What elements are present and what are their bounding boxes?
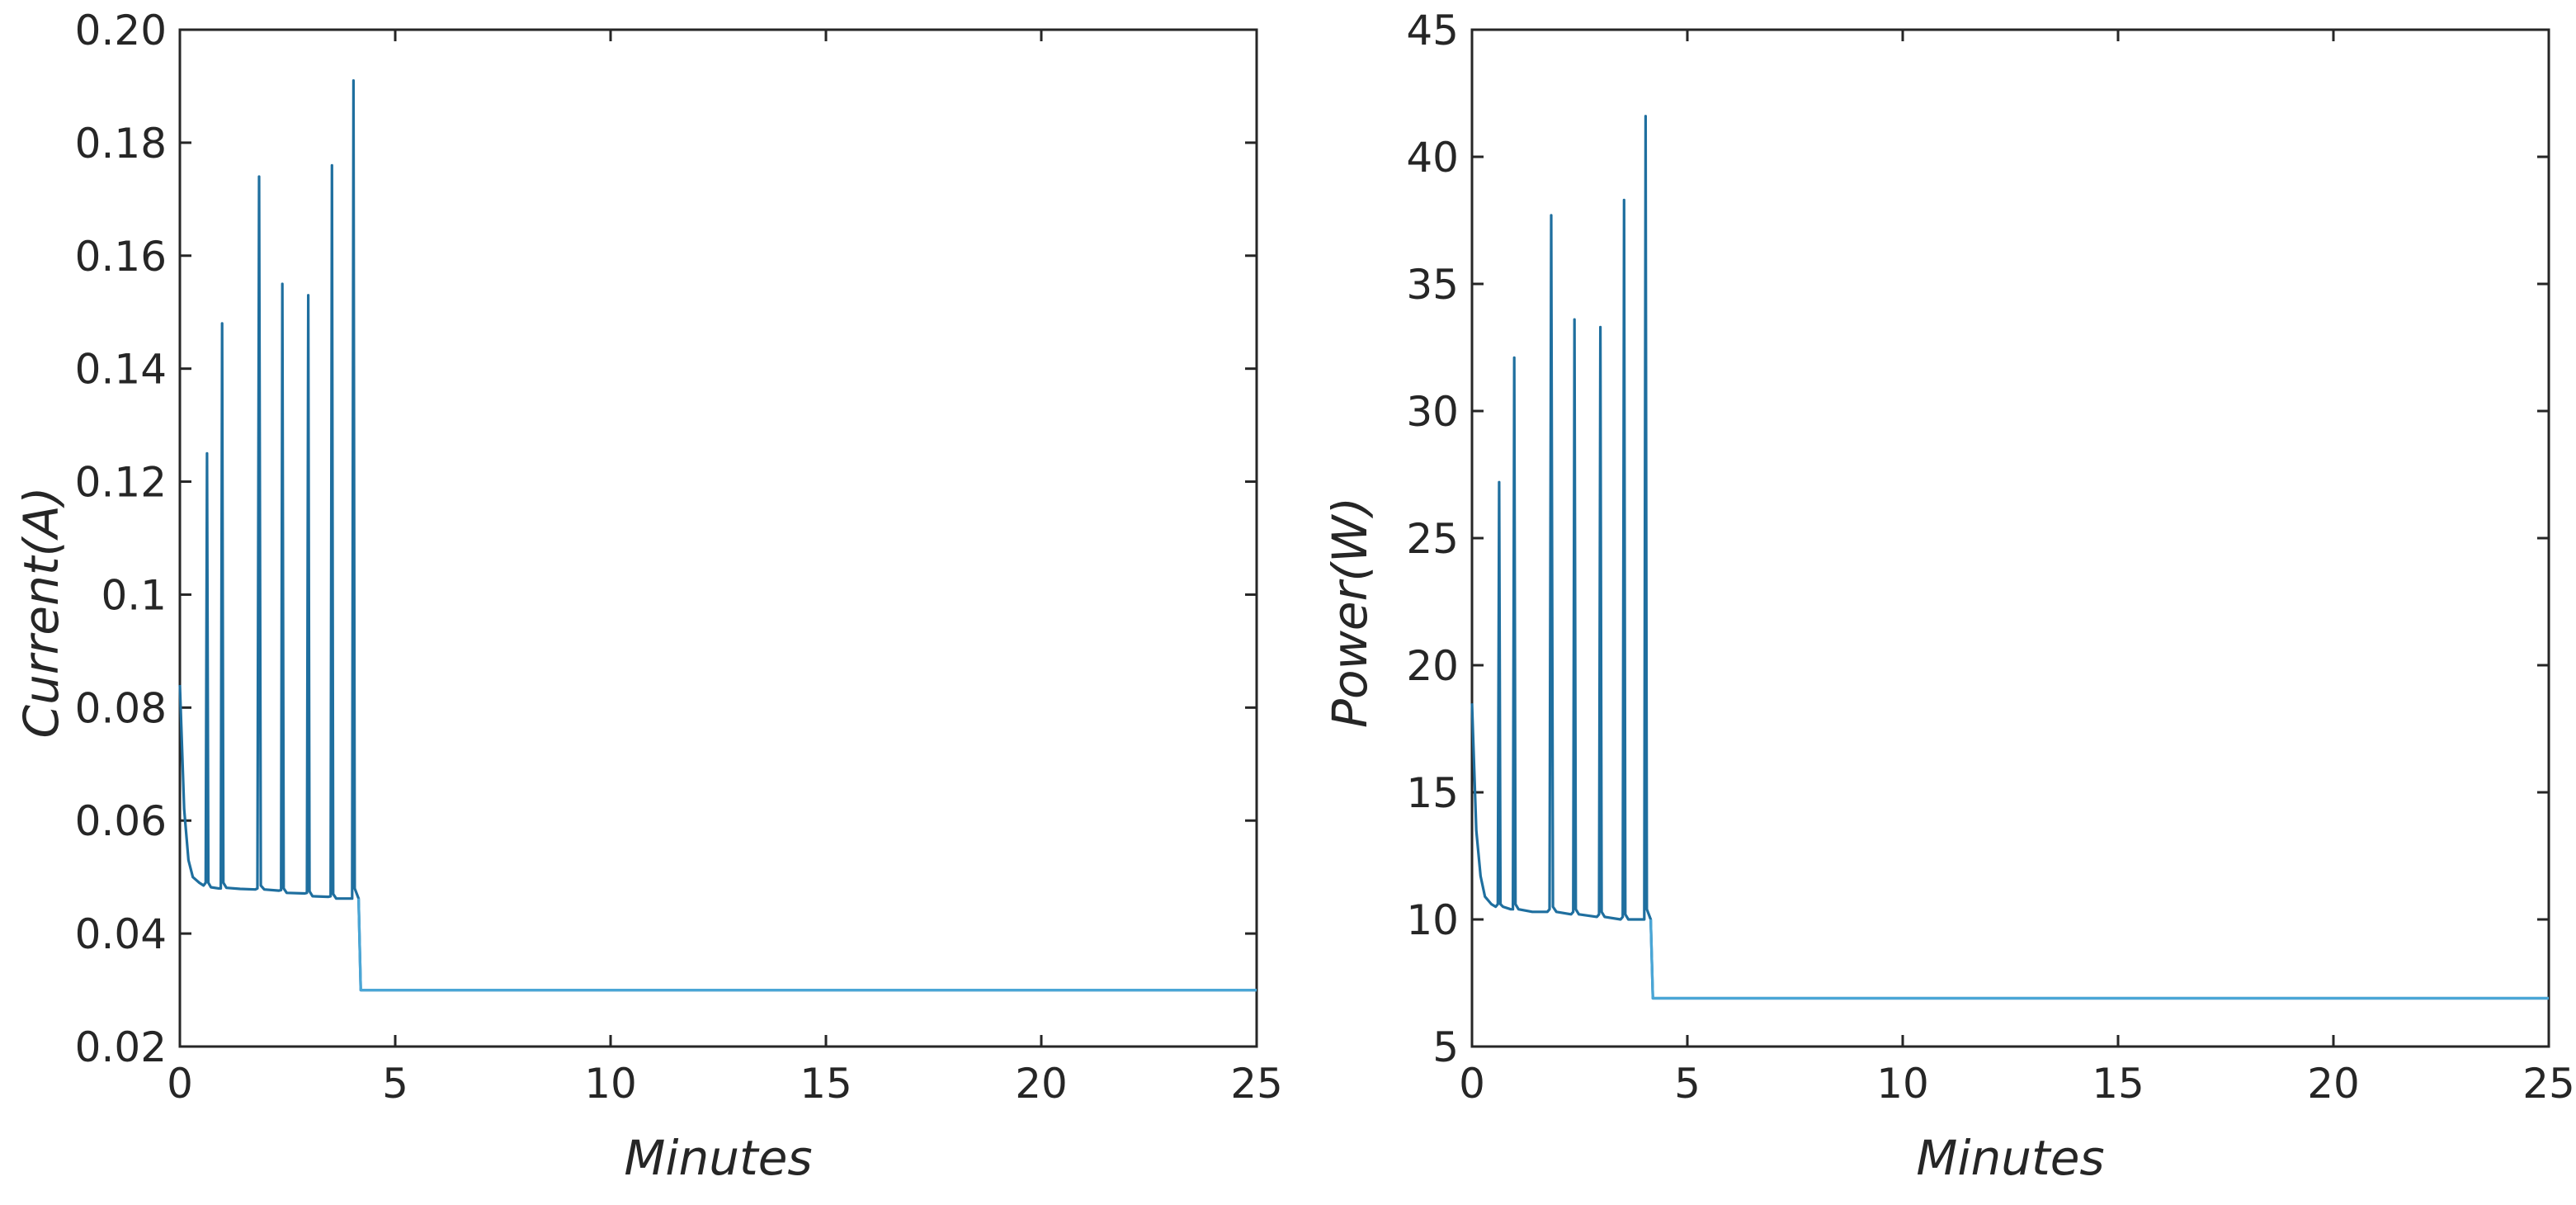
x-tick-label: 10 xyxy=(1876,1060,1929,1108)
y-tick-label: 0.08 xyxy=(75,684,167,732)
x-tick-label: 15 xyxy=(2092,1060,2144,1108)
y-axis-label: Power(W) xyxy=(1322,497,1378,728)
y-tick-label: 0.04 xyxy=(75,910,167,958)
y-tick-label: 45 xyxy=(1406,7,1459,54)
y-tick-label: 15 xyxy=(1406,769,1459,817)
y-tick-label: 0.18 xyxy=(75,120,167,168)
y-tick-label: 0.1 xyxy=(101,571,167,619)
y-tick-label: 0.16 xyxy=(75,233,167,281)
x-tick-label: 10 xyxy=(584,1060,637,1108)
plot-area-frame xyxy=(1470,28,2550,1048)
current-chart: 0 5 10 15 20 25 0.02 0.04 0.06 0.08 0.1 0.12 0.14 0.1… xyxy=(13,7,1283,1186)
series-line-tail xyxy=(357,898,1257,992)
x-axis-label: Minutes xyxy=(624,1130,812,1186)
series-line-tail xyxy=(1649,919,2549,1000)
series-line xyxy=(1470,115,2549,1000)
y-tick-label: 10 xyxy=(1406,896,1459,944)
series-line xyxy=(178,78,1257,992)
y-axis-label: Current(A) xyxy=(13,486,69,738)
plot-area-frame xyxy=(178,28,1258,1048)
y-tick-label: 5 xyxy=(1432,1023,1459,1071)
x-tick-label: 5 xyxy=(382,1060,408,1108)
power-chart: 0 5 10 15 20 2551015202530354045MinutesPower(… xyxy=(1322,7,2575,1186)
y-tick-label: 35 xyxy=(1406,261,1459,309)
y-tick-label: 0.06 xyxy=(75,797,167,845)
x-tick-label: 0 xyxy=(1459,1060,1485,1108)
y-tick-label: 25 xyxy=(1406,515,1459,563)
x-tick-label: 0 xyxy=(167,1060,193,1108)
x-tick-label: 15 xyxy=(800,1060,852,1108)
y-tick-label: 40 xyxy=(1406,134,1459,182)
x-tick-label: 25 xyxy=(1230,1060,1283,1108)
y-tick-label: 0.02 xyxy=(75,1023,167,1071)
x-tick-label: 20 xyxy=(1015,1060,1068,1108)
x-tick-label: 20 xyxy=(2307,1060,2360,1108)
x-axis-label: Minutes xyxy=(1916,1130,2104,1186)
y-tick-label: 0.20 xyxy=(75,7,167,54)
y-tick-label: 0.12 xyxy=(75,459,167,507)
y-tick-label: 20 xyxy=(1406,642,1459,690)
y-tick-label: 0.14 xyxy=(75,346,167,394)
x-tick-label: 25 xyxy=(2522,1060,2575,1108)
x-tick-label: 5 xyxy=(1674,1060,1701,1108)
y-tick-label: 30 xyxy=(1406,388,1459,436)
